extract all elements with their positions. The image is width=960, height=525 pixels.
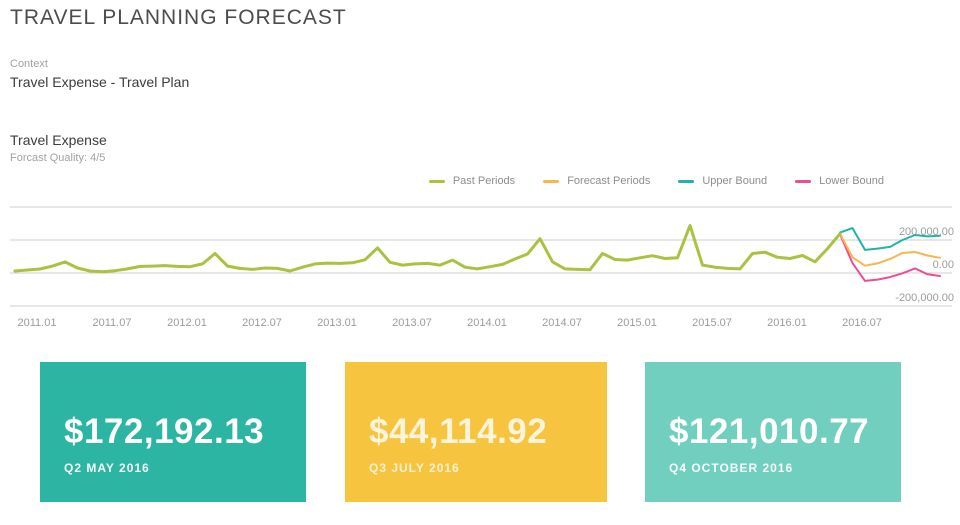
page-title: TRAVEL PLANNING FORECAST xyxy=(10,6,347,29)
forecast-quality: Forcast Quality: 4/5 xyxy=(10,152,106,164)
kpi-card-q4-october-2016[interactable]: $121,010.77 Q4 OCTOBER 2016 xyxy=(645,362,901,502)
x-axis-label: 2014.01 xyxy=(467,317,507,329)
kpi-value-q2-may-2016: $172,192.13 xyxy=(64,412,265,451)
y-axis-label: 0.00 xyxy=(933,259,954,271)
x-axis-label: 2016.01 xyxy=(767,317,807,329)
x-axis-label: 2011.01 xyxy=(18,317,57,329)
x-axis-label: 2012.07 xyxy=(242,317,282,329)
kpi-label-q4-october-2016: Q4 OCTOBER 2016 xyxy=(669,461,794,475)
chart-title: Travel Expense xyxy=(10,132,107,148)
x-axis-label: 2011.07 xyxy=(93,317,132,329)
x-axis-label: 2013.01 xyxy=(317,317,357,329)
legend-item-lower-bound[interactable]: Lower Bound xyxy=(795,175,884,187)
kpi-label-q2-may-2016: Q2 MAY 2016 xyxy=(64,461,150,475)
x-axis-label: 2015.07 xyxy=(692,317,732,329)
kpi-label-q3-july-2016: Q3 JULY 2016 xyxy=(369,461,460,475)
legend-label-forecast-periods: Forecast Periods xyxy=(567,175,651,187)
chart-legend: Past Periods Forecast Periods Upper Bound L… xyxy=(428,175,884,187)
legend-swatch-past-periods xyxy=(428,179,445,183)
legend-item-past-periods[interactable]: Past Periods xyxy=(428,175,516,187)
legend-label-lower-bound: Lower Bound xyxy=(819,175,884,187)
series-line-upper-bound xyxy=(839,227,941,251)
legend-label-past-periods: Past Periods xyxy=(452,175,516,187)
y-axis-label: 200,000.00 xyxy=(899,226,954,238)
y-axis-label: -200,000.00 xyxy=(895,292,954,304)
legend-item-forecast-periods[interactable]: Forecast Periods xyxy=(543,175,650,187)
context-label: Context xyxy=(10,58,48,70)
x-axis-label: 2013.07 xyxy=(392,317,432,329)
kpi-card-q2-may-2016[interactable]: $172,192.13 Q2 MAY 2016 xyxy=(40,362,306,502)
x-axis-label: 2015.01 xyxy=(617,317,657,329)
context-value: Travel Expense - Travel Plan xyxy=(10,74,190,90)
kpi-value-q3-july-2016: $44,114.92 xyxy=(369,412,548,451)
x-axis-label: 2014.07 xyxy=(542,317,582,329)
series-line-lower-bound xyxy=(839,233,941,282)
x-axis-label: 2012.01 xyxy=(167,317,207,329)
forecast-chart: 200,000.00 0.00 -200,000.00 2011.01 2011.07 2… xyxy=(10,206,954,329)
legend-item-upper-bound[interactable]: Upper Bound xyxy=(678,175,767,187)
x-axis-label: 2016.07 xyxy=(842,317,882,329)
legend-swatch-forecast-periods xyxy=(543,179,560,183)
series-line-past-periods xyxy=(13,224,842,274)
kpi-value-q4-october-2016: $121,010.77 xyxy=(669,412,870,451)
legend-label-upper-bound: Upper Bound xyxy=(702,175,768,187)
kpi-card-q3-july-2016[interactable]: $44,114.92 Q3 JULY 2016 xyxy=(345,362,607,502)
series-line-forecast-periods xyxy=(839,232,941,267)
legend-swatch-upper-bound xyxy=(678,179,695,183)
legend-swatch-lower-bound xyxy=(795,179,812,183)
